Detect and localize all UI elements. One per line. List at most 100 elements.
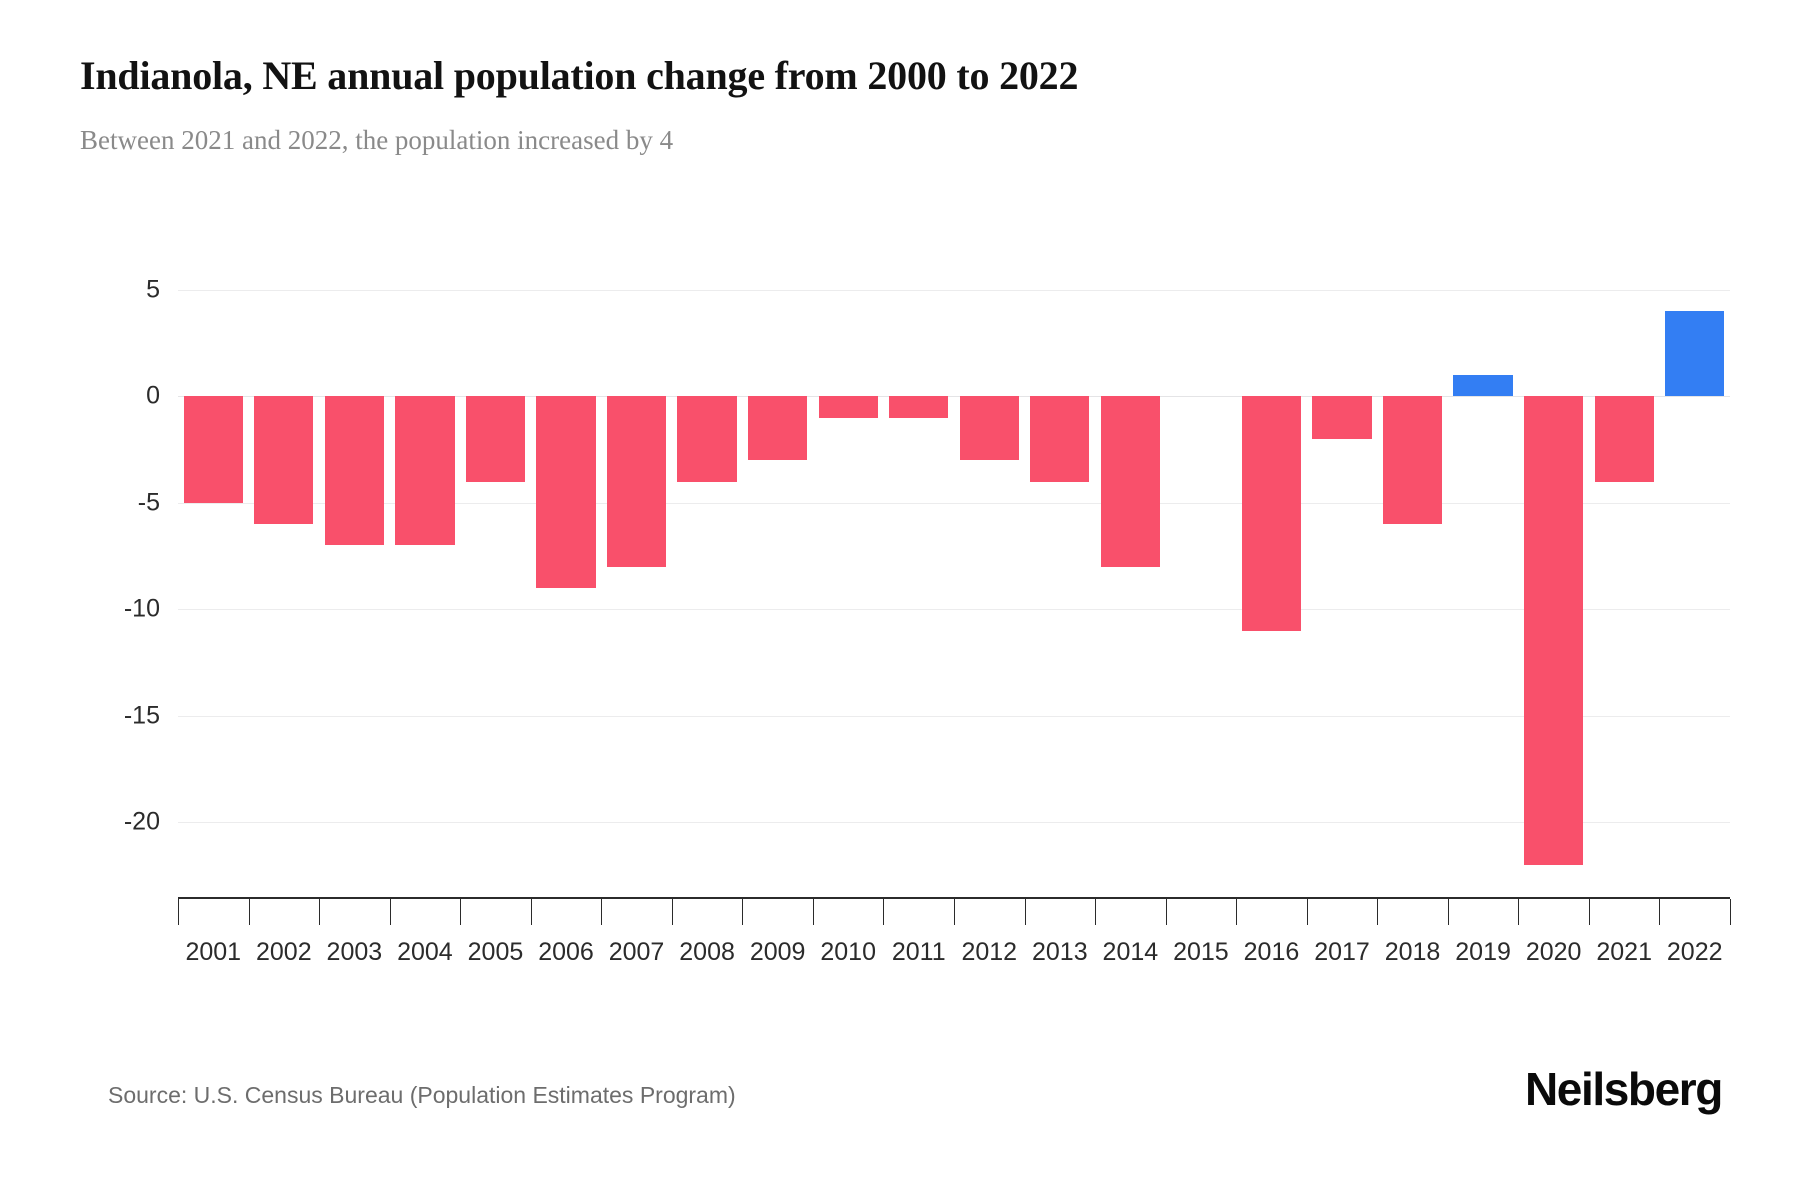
x-axis-tick [178, 899, 179, 925]
x-axis-tick [1165, 899, 1167, 925]
bar-slot[interactable] [1166, 277, 1237, 897]
x-axis-tick-label: 2009 [749, 938, 806, 966]
source-note: Source: U.S. Census Bureau (Population E… [108, 1082, 736, 1108]
bar-slot[interactable] [954, 277, 1025, 897]
bar-slot[interactable] [249, 277, 320, 897]
bar[interactable] [959, 396, 1019, 461]
x-axis-tick [1588, 899, 1590, 925]
x-axis-labels: 2001 2002 2003 2004 2005 2006 2007 2008 2009 2010… [178, 938, 1730, 978]
x-axis-tick-label: 2002 [256, 938, 312, 966]
bar-slot[interactable] [1377, 277, 1448, 897]
gridline [178, 609, 1730, 611]
x-axis-tick [1024, 899, 1026, 925]
bar[interactable] [324, 396, 384, 546]
brand-logo: Neilsberg [1524, 1063, 1723, 1115]
gridline [178, 715, 1730, 717]
bar[interactable] [536, 396, 596, 589]
bar-slot[interactable] [460, 277, 531, 897]
bar-slot[interactable] [178, 277, 249, 897]
page-subtitle: Between 2021 and 2022, the population in… [80, 125, 674, 155]
y-axis-tick-label: 0 [146, 381, 160, 410]
bar[interactable] [183, 396, 243, 503]
gridline [178, 396, 1730, 398]
y-axis-tick-label: 5 [146, 275, 160, 304]
bar[interactable] [677, 396, 737, 482]
y-axis-labels: 5 0 -5 -10 -15 -20 [124, 275, 1730, 897]
x-axis-tick [530, 899, 532, 925]
bar-slot[interactable] [1659, 277, 1730, 897]
bar-slot[interactable] [1448, 277, 1519, 897]
bar-series [178, 277, 1730, 897]
bar[interactable] [254, 396, 314, 525]
bar-slot[interactable] [390, 277, 461, 897]
x-axis-tick-label: 2015 [1173, 938, 1229, 966]
bar[interactable] [1453, 375, 1513, 397]
bar[interactable] [1100, 396, 1160, 567]
y-axis-tick-label: -20 [123, 807, 160, 836]
x-axis-tick-label: 2022 [1666, 938, 1723, 966]
bar-slot[interactable] [531, 277, 602, 897]
x-axis-line [178, 897, 1730, 899]
plot-area: 5 0 -5 -10 -15 -20 [124, 275, 1730, 897]
page-title: Indianola, NE annual population change f… [80, 53, 1079, 98]
x-axis-tick [954, 899, 955, 925]
bar-slot[interactable] [672, 277, 743, 897]
x-axis-tick [883, 899, 885, 925]
bar[interactable] [1241, 396, 1302, 631]
x-axis-tick [601, 899, 603, 925]
bar-slot[interactable] [1025, 277, 1096, 897]
y-axis-tick-label: -15 [123, 701, 160, 730]
x-axis-tick-label: 2018 [1384, 938, 1441, 966]
bar[interactable] [1382, 396, 1443, 525]
bar-slot[interactable] [1589, 277, 1660, 897]
x-axis-tick [742, 899, 744, 925]
x-axis-tick-label: 2016 [1243, 938, 1300, 966]
gridline [178, 822, 1730, 824]
x-axis-tick [1447, 899, 1449, 925]
bar[interactable] [1524, 396, 1584, 866]
x-axis-tick [319, 899, 321, 925]
bar-slot[interactable] [319, 277, 390, 897]
x-axis-tick [248, 899, 250, 925]
bar[interactable] [1665, 311, 1725, 397]
bar[interactable] [395, 396, 455, 546]
bar[interactable] [748, 396, 808, 461]
bar[interactable] [1312, 396, 1372, 439]
x-axis-tick-label: 2012 [961, 938, 1018, 966]
x-axis-tick-label: 2011 [891, 938, 946, 966]
y-axis-tick-label: -10 [123, 594, 160, 623]
bar[interactable] [889, 396, 949, 418]
bar-slot[interactable] [601, 277, 672, 897]
bar[interactable] [818, 396, 878, 418]
x-axis-tick [389, 899, 391, 925]
bar[interactable] [606, 396, 667, 567]
x-axis-tick-label: 2014 [1102, 938, 1159, 966]
x-axis-tick-label: 2019 [1455, 938, 1511, 966]
x-axis-tick-label: 2003 [326, 938, 383, 966]
bar-slot[interactable] [1518, 277, 1589, 897]
x-axis-tick [812, 899, 814, 925]
x-axis-tick [671, 899, 673, 925]
x-axis-tick [1377, 899, 1379, 925]
x-axis-tick [1236, 899, 1238, 925]
x-axis-ticks [178, 899, 1731, 925]
bar-slot[interactable] [742, 277, 813, 897]
bar-slot[interactable] [1095, 277, 1166, 897]
x-axis-tick-label: 2010 [820, 938, 876, 966]
x-axis-tick-label: 2013 [1032, 938, 1088, 966]
x-axis-tick [460, 899, 462, 925]
x-axis-tick-label: 2005 [467, 938, 524, 966]
x-axis-tick [1095, 899, 1097, 925]
bar-slot[interactable] [883, 277, 954, 897]
bar-slot[interactable] [1236, 277, 1307, 897]
gridlines [178, 277, 1730, 897]
x-axis-tick [1659, 899, 1661, 925]
bar[interactable] [1030, 396, 1090, 482]
bar[interactable] [465, 396, 526, 482]
x-axis-tick [1306, 899, 1308, 925]
bar[interactable] [1594, 396, 1654, 482]
bar-slot[interactable] [813, 277, 884, 897]
bar-slot[interactable] [1307, 277, 1378, 897]
x-axis-tick-label: 2001 [185, 938, 242, 966]
